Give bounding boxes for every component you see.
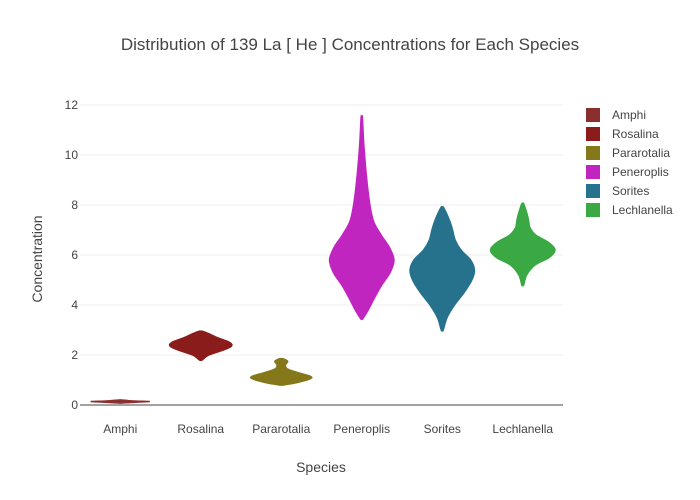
legend-swatch[interactable]: [586, 203, 600, 217]
violin-pararotalia: [249, 357, 313, 386]
y-tick-label: 12: [65, 98, 79, 112]
x-tick-label: Lechlanella: [492, 422, 553, 436]
violin-amphi: [90, 399, 150, 404]
y-tick-label: 4: [71, 298, 78, 312]
legend-swatch[interactable]: [586, 184, 600, 198]
x-axis-title: Species: [296, 459, 346, 475]
legend: Amphi Rosalina Pararotalia Peneroplis Sorite…: [586, 108, 673, 217]
y-axis-ticks: 0 2 4 6 8 10 12: [65, 98, 79, 412]
x-axis-ticks: Amphi Rosalina Pararotalia Peneroplis Sorite…: [103, 422, 553, 436]
violin-plot-area: [90, 114, 556, 404]
violin-lechlanella: [489, 202, 556, 287]
legend-swatch[interactable]: [586, 127, 600, 141]
x-tick-label: Rosalina: [177, 422, 224, 436]
legend-label[interactable]: Peneroplis: [612, 165, 669, 179]
y-axis-title: Concentration: [29, 215, 45, 302]
legend-swatch[interactable]: [586, 146, 600, 160]
x-tick-label: Amphi: [103, 422, 137, 436]
y-tick-label: 2: [71, 348, 78, 362]
violin-peneroplis: [328, 114, 395, 321]
x-tick-label: Sorites: [424, 422, 461, 436]
x-tick-label: Pararotalia: [252, 422, 310, 436]
y-tick-label: 0: [71, 398, 78, 412]
gridlines: [80, 104, 563, 356]
legend-swatch[interactable]: [586, 108, 600, 122]
chart-title: Distribution of 139 La [ He ] Concentrat…: [121, 35, 579, 54]
legend-label[interactable]: Sorites: [612, 184, 649, 198]
legend-label[interactable]: Pararotalia: [612, 146, 670, 160]
legend-label[interactable]: Rosalina: [612, 127, 659, 141]
legend-label[interactable]: Amphi: [612, 108, 646, 122]
violin-sorites: [409, 205, 476, 332]
violin-rosalina: [168, 330, 233, 362]
legend-swatch[interactable]: [586, 165, 600, 179]
y-tick-label: 6: [71, 248, 78, 262]
y-tick-label: 8: [71, 198, 78, 212]
legend-label[interactable]: Lechlanella: [612, 203, 673, 217]
x-tick-label: Peneroplis: [333, 422, 390, 436]
y-tick-label: 10: [65, 148, 79, 162]
